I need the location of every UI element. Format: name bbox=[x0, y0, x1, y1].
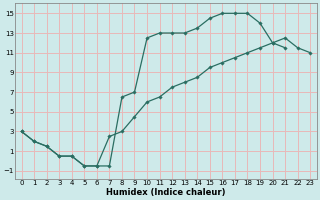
X-axis label: Humidex (Indice chaleur): Humidex (Indice chaleur) bbox=[106, 188, 226, 197]
